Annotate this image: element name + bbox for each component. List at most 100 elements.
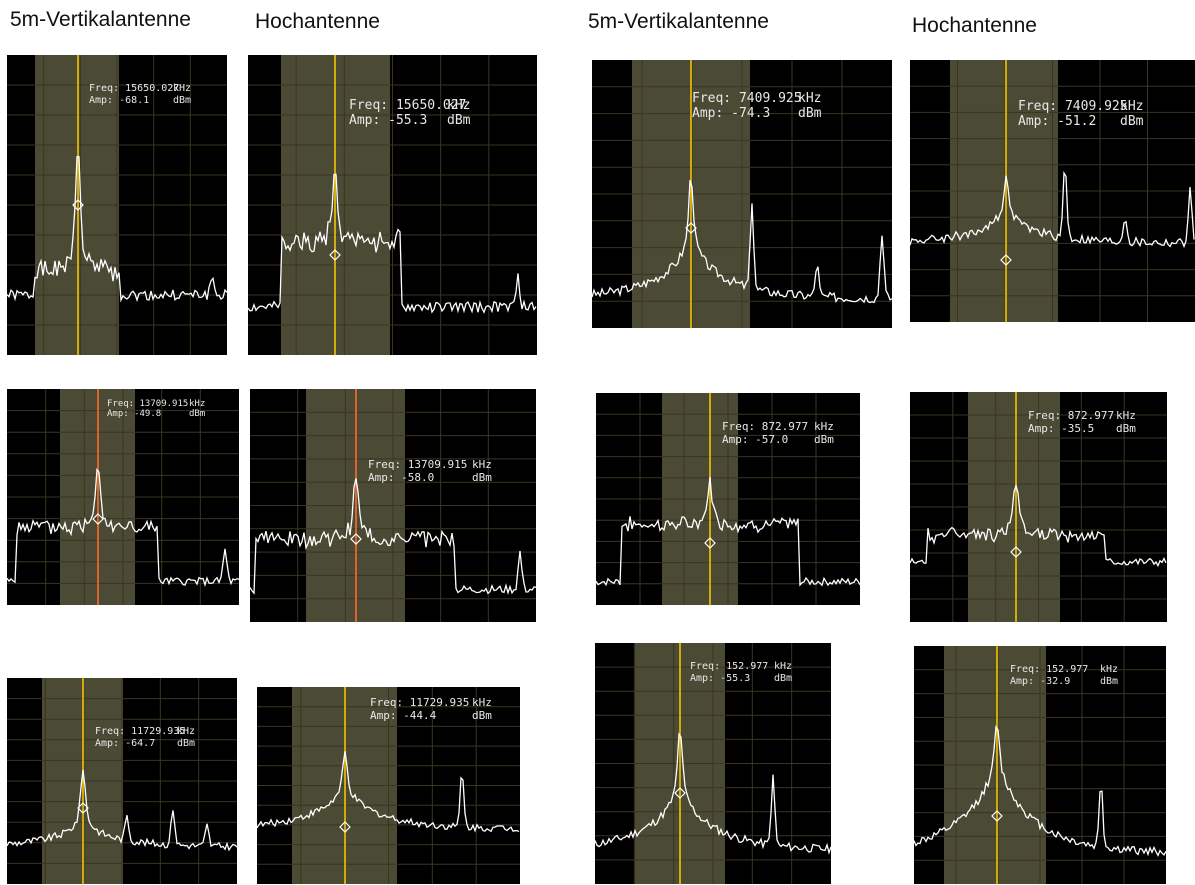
freq-label: Freq: (368, 458, 408, 471)
amp-value: -57.0 (755, 433, 789, 446)
freq-value: 15650.027 (395, 98, 467, 113)
spectrum-plot (592, 60, 892, 328)
marker-readout: Freq: 13709.915 kHz Amp: -49.8 dBm (107, 399, 237, 421)
spectrum-plot (914, 646, 1166, 884)
peak-marker-diamond (674, 787, 686, 799)
freq-unit: kHz (189, 399, 206, 409)
freq-unit: kHz (1116, 409, 1136, 422)
freq-label: Freq: (95, 726, 132, 737)
freq-label: Freq: (89, 83, 126, 94)
freq-label: Freq: (349, 98, 396, 113)
freq-value: 11729.935 (409, 696, 470, 709)
spectrum-panel-3: Freq: 7409.925 kHz Amp: -74.3 dBm (592, 60, 892, 328)
amp-value: -58.0 (401, 471, 435, 484)
freq-value: 13709.915 (139, 399, 189, 409)
freq-value: 7409.925 (1064, 99, 1128, 114)
freq-unit: kHz (798, 91, 822, 106)
amp-label: Amp: (370, 709, 404, 722)
amp-label: Amp: (692, 106, 732, 121)
peak-marker-diamond (704, 537, 716, 549)
peak-marker-diamond (1010, 546, 1022, 558)
marker-readout: Freq: 15650.027 kHz Amp: -68.1 dBm (89, 83, 225, 107)
freq-value: 11729.935 (131, 726, 186, 737)
amp-label: Amp: (690, 673, 721, 684)
heading-vertical-left: 5m-Vertikalantenne (10, 8, 191, 31)
amp-unit: dBm (798, 106, 822, 121)
spectrum-trace (910, 170, 1195, 249)
spectrum-plot (248, 55, 537, 355)
freq-label: Freq: (1018, 99, 1065, 114)
marker-readout: Freq: 11729.935 kHz Amp: -64.7 dBm (95, 726, 235, 750)
freq-unit: kHz (1100, 664, 1119, 675)
amp-unit: dBm (472, 709, 492, 722)
amp-value: -35.5 (1061, 422, 1095, 435)
marker-readout: Freq: 11729.935 kHz Amp: -44.4 dBm (370, 696, 518, 723)
spectrum-panel-12: Freq: 152.977 kHz Amp: -32.9 dBm (914, 646, 1166, 884)
amp-unit: dBm (1100, 676, 1119, 687)
marker-readout: Freq: 15650.027 kHz Amp: -55.3 dBm (349, 98, 535, 130)
spectrum-trace (7, 769, 237, 852)
freq-label: Freq: (107, 399, 140, 409)
spectrum-panel-10: Freq: 11729.935 kHz Amp: -44.4 dBm (257, 687, 520, 884)
amp-unit: dBm (189, 409, 206, 419)
freq-unit: kHz (814, 420, 834, 433)
spectrum-plot (595, 643, 831, 884)
freq-unit: kHz (447, 98, 471, 113)
spectrum-panel-8: Freq: 872.977 kHz Amp: -35.5 dBm (910, 392, 1167, 622)
amp-label: Amp: (95, 738, 126, 749)
amp-unit: dBm (814, 433, 834, 446)
spectrum-panel-11: Freq: 152.977 kHz Amp: -55.3 dBm (595, 643, 831, 884)
amp-label: Amp: (107, 409, 135, 419)
freq-label: Freq: (690, 661, 727, 672)
amp-unit: dBm (173, 95, 192, 106)
amp-value: -74.3 (731, 106, 771, 121)
amp-unit: dBm (177, 738, 196, 749)
amp-value: -64.7 (125, 738, 156, 749)
amp-unit: dBm (1120, 114, 1144, 129)
freq-label: Freq: (722, 420, 762, 433)
amp-value: -51.2 (1057, 114, 1097, 129)
amp-label: Amp: (1018, 114, 1058, 129)
freq-value: 152.977 (726, 661, 769, 672)
spectrum-trace (592, 179, 892, 304)
peak-marker-diamond (92, 513, 104, 525)
amp-label: Amp: (1028, 422, 1062, 435)
freq-value: 152.977 (1046, 664, 1089, 675)
freq-unit: kHz (472, 458, 492, 471)
spectrum-panel-9: Freq: 11729.935 kHz Amp: -64.7 dBm (7, 678, 237, 884)
spectrum-trace (7, 155, 227, 303)
peak-marker-diamond (72, 199, 84, 211)
amp-label: Amp: (1010, 676, 1041, 687)
spectrum-plot (910, 392, 1167, 622)
amp-value: -44.4 (403, 709, 437, 722)
amp-unit: dBm (447, 113, 471, 128)
amp-label: Amp: (368, 471, 402, 484)
spectrum-panel-2: Freq: 15650.027 kHz Amp: -55.3 dBm (248, 55, 537, 355)
freq-label: Freq: (692, 91, 739, 106)
marker-readout: Freq: 152.977 kHz Amp: -55.3 dBm (690, 661, 829, 685)
freq-value: 872.977 (1067, 409, 1115, 422)
spectrum-plot (596, 393, 860, 605)
marker-readout: Freq: 152.977 kHz Amp: -32.9 dBm (1010, 664, 1164, 688)
freq-label: Freq: (370, 696, 410, 709)
spectrum-plot (7, 55, 227, 355)
amp-label: Amp: (722, 433, 756, 446)
amp-value: -68.1 (119, 95, 150, 106)
freq-value: 872.977 (761, 420, 809, 433)
spectrum-trace (596, 476, 860, 587)
heading-vertical-right: 5m-Vertikalantenne (588, 10, 769, 33)
amp-value: -55.3 (388, 113, 428, 128)
spectrum-trace (7, 467, 239, 588)
peak-marker-diamond (350, 533, 362, 545)
amp-label: Amp: (349, 113, 389, 128)
spectrum-panel-7: Freq: 872.977 kHz Amp: -57.0 dBm (596, 393, 860, 605)
amp-unit: dBm (472, 471, 492, 484)
freq-unit: kHz (177, 726, 196, 737)
freq-value: 13709.915 (407, 458, 468, 471)
marker-readout: Freq: 872.977 kHz Amp: -35.5 dBm (1028, 409, 1165, 436)
spectrum-plot (7, 389, 239, 605)
spectrum-trace (257, 751, 520, 833)
spectrum-panel-6: Freq: 13709.915 kHz Amp: -58.0 dBm (250, 389, 536, 622)
heading-hoch-left: Hochantenne (255, 10, 380, 33)
freq-unit: kHz (1120, 99, 1144, 114)
